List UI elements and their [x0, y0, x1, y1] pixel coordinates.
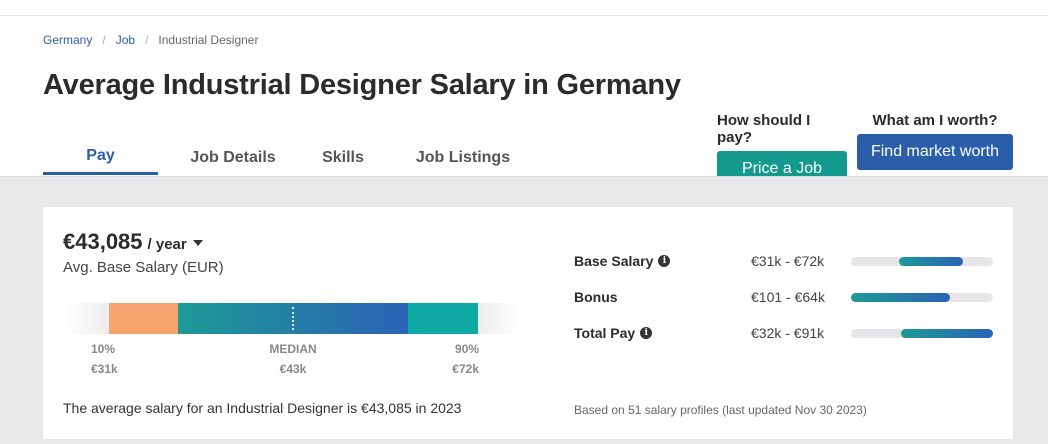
breakdown-row-base-salary: Base Salary i €31k - €72k — [574, 243, 994, 279]
median-label: MEDIAN — [269, 342, 317, 356]
breadcrumb-germany[interactable]: Germany — [43, 33, 93, 47]
caret-down-icon — [192, 240, 203, 246]
breakdown-range: €101 - €64k — [751, 289, 825, 305]
breadcrumb: Germany / Job / Industrial Designer — [43, 33, 258, 47]
info-icon[interactable]: i — [658, 255, 671, 267]
price-question: How should I pay? — [717, 112, 811, 146]
salary-range-bar — [63, 303, 523, 334]
salary-card: €43,085 / year Avg. Base Salary (EUR) 10… — [43, 207, 1013, 439]
breadcrumb-job[interactable]: Job — [115, 33, 136, 47]
range-high-segment — [408, 303, 478, 334]
breadcrumb-separator: / — [145, 33, 149, 47]
breakdown-row-bonus: Bonus €101 - €64k — [574, 279, 994, 315]
top-header-strip — [0, 0, 1048, 16]
range-low-segment — [109, 303, 178, 334]
breakdown-track — [851, 328, 993, 338]
salary-amount-row: €43,085 / year — [63, 229, 203, 255]
breakdown-fill — [899, 256, 964, 266]
market-worth-group: What am I worth? Find market worth — [857, 112, 1013, 170]
median-value: €43k — [279, 362, 307, 376]
page-title: Average Industrial Designer Salary in Ge… — [43, 69, 681, 101]
tab-pay[interactable]: Pay — [43, 134, 158, 175]
pay-breakdown: Base Salary i €31k - €72k Bonus €101 - €… — [574, 243, 994, 351]
salary-summary: The average salary for an Industrial Des… — [63, 400, 462, 416]
range-fade-right — [478, 303, 523, 334]
breakdown-range: €32k - €91k — [751, 325, 825, 341]
breakdown-name: Bonus — [574, 289, 618, 305]
p90-value: €72k — [452, 362, 479, 376]
tab-bar: Pay Job Details Skills Job Listings — [43, 134, 548, 175]
breakdown-name: Base Salary — [574, 253, 654, 269]
market-question: What am I worth? — [872, 112, 998, 129]
salary-subtitle: Avg. Base Salary (EUR) — [63, 259, 224, 276]
p10-label: 10% — [91, 342, 116, 356]
p10-value: €31k — [91, 362, 118, 376]
breakdown-name: Total Pay — [574, 325, 636, 341]
breakdown-row-total-pay: Total Pay i €32k - €91k — [574, 315, 994, 351]
breakdown-fill — [851, 292, 951, 302]
based-on-note: Based on 51 salary profiles (last update… — [574, 403, 867, 417]
breakdown-track — [851, 256, 993, 266]
range-fade-left — [63, 303, 109, 334]
breadcrumb-current: Industrial Designer — [158, 33, 259, 47]
salary-period: / year — [147, 236, 187, 253]
breadcrumb-separator: / — [102, 33, 106, 47]
info-icon[interactable]: i — [640, 327, 653, 339]
tab-job-listings[interactable]: Job Listings — [415, 148, 511, 166]
breakdown-fill — [900, 328, 993, 338]
median-marker — [292, 307, 294, 330]
tab-job-details[interactable]: Job Details — [190, 148, 276, 166]
salary-amount: €43,085 — [63, 229, 143, 254]
breakdown-range: €31k - €72k — [751, 253, 825, 269]
breakdown-track — [851, 292, 993, 302]
p90-label: 90% — [454, 342, 479, 356]
tab-skills[interactable]: Skills — [322, 148, 364, 166]
find-market-worth-button[interactable]: Find market worth — [857, 134, 1013, 170]
salary-period-selector[interactable]: / year — [148, 236, 203, 253]
